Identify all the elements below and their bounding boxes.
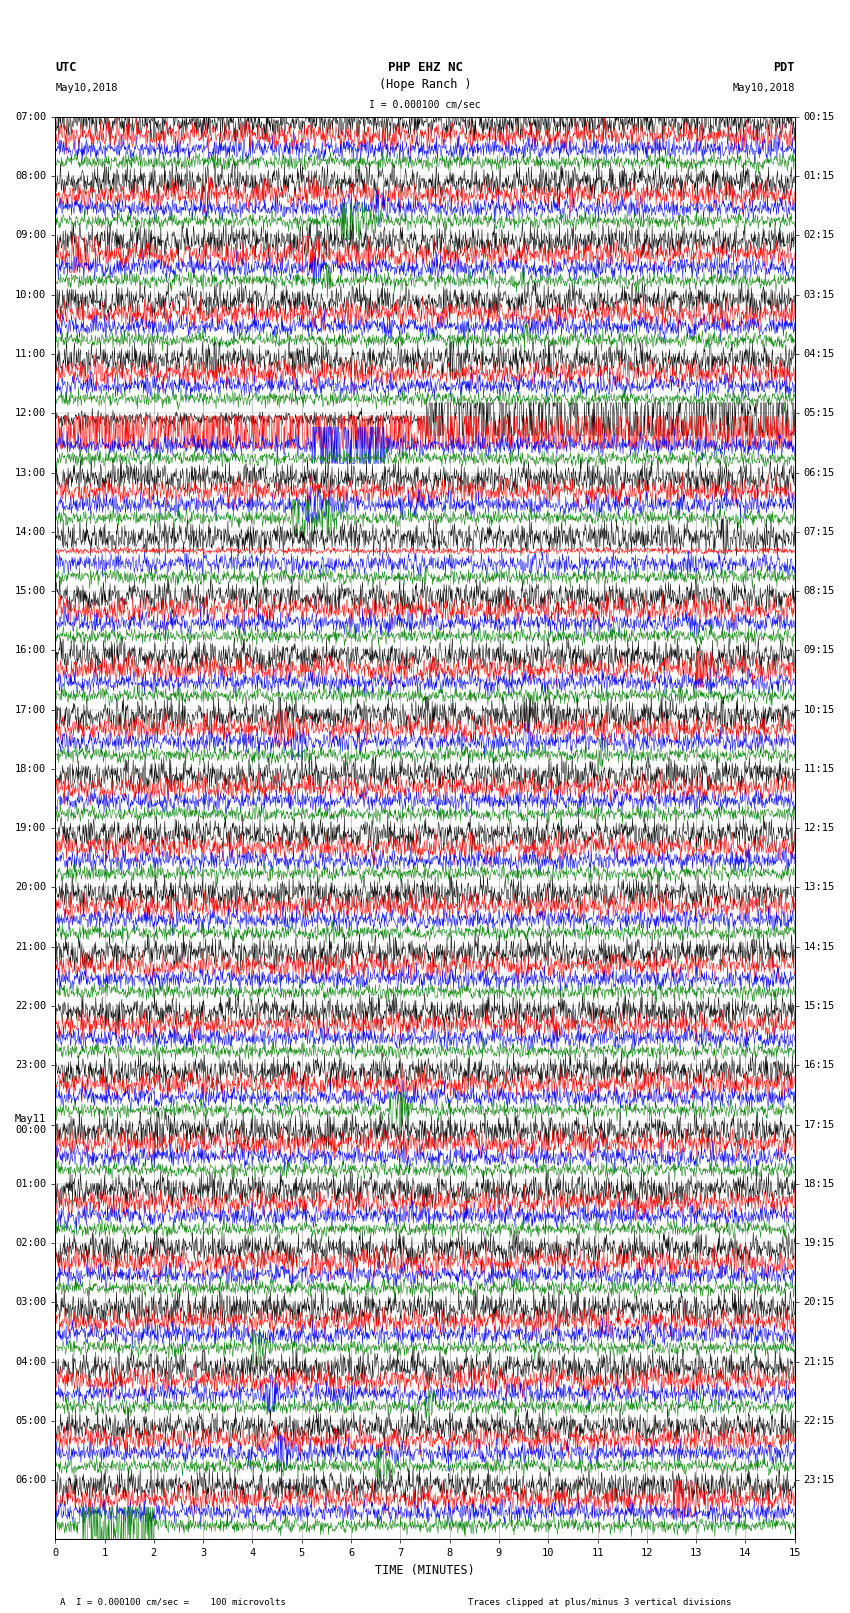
Text: PHP EHZ NC: PHP EHZ NC	[388, 61, 462, 74]
Text: (Hope Ranch ): (Hope Ranch )	[379, 79, 471, 92]
Text: A  I = 0.000100 cm/sec =    100 microvolts: A I = 0.000100 cm/sec = 100 microvolts	[60, 1597, 286, 1607]
Text: UTC: UTC	[55, 61, 76, 74]
X-axis label: TIME (MINUTES): TIME (MINUTES)	[375, 1565, 475, 1578]
Text: I = 0.000100 cm/sec: I = 0.000100 cm/sec	[369, 100, 481, 110]
Text: PDT: PDT	[774, 61, 795, 74]
Text: May10,2018: May10,2018	[732, 82, 795, 92]
Text: May10,2018: May10,2018	[55, 82, 118, 92]
Text: Traces clipped at plus/minus 3 vertical divisions: Traces clipped at plus/minus 3 vertical …	[468, 1597, 731, 1607]
